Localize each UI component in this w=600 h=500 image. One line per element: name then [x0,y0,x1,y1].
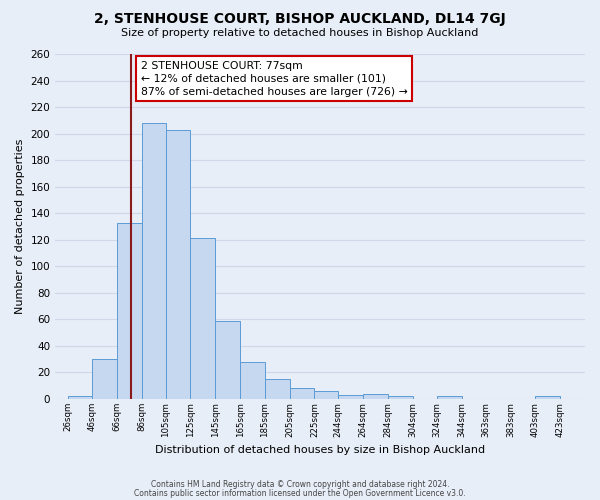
Bar [363,394,388,399]
Text: Size of property relative to detached houses in Bishop Auckland: Size of property relative to detached ho… [121,28,479,38]
Bar [338,395,363,399]
Bar [437,396,462,399]
Text: 2, STENHOUSE COURT, BISHOP AUCKLAND, DL14 7GJ: 2, STENHOUSE COURT, BISHOP AUCKLAND, DL1… [94,12,506,26]
Bar [215,320,240,399]
Bar [240,362,265,399]
Bar [265,379,290,399]
Bar [92,359,117,399]
Bar [535,396,560,399]
Bar [388,396,413,399]
Bar [314,391,338,399]
Bar [142,123,166,399]
X-axis label: Distribution of detached houses by size in Bishop Auckland: Distribution of detached houses by size … [155,445,485,455]
Text: Contains public sector information licensed under the Open Government Licence v3: Contains public sector information licen… [134,488,466,498]
Bar [190,238,215,399]
Bar [68,396,92,399]
Bar [117,222,142,399]
Y-axis label: Number of detached properties: Number of detached properties [15,139,25,314]
Text: 2 STENHOUSE COURT: 77sqm
← 12% of detached houses are smaller (101)
87% of semi-: 2 STENHOUSE COURT: 77sqm ← 12% of detach… [141,60,407,97]
Bar [290,388,314,399]
Bar [166,130,190,399]
Text: Contains HM Land Registry data © Crown copyright and database right 2024.: Contains HM Land Registry data © Crown c… [151,480,449,489]
